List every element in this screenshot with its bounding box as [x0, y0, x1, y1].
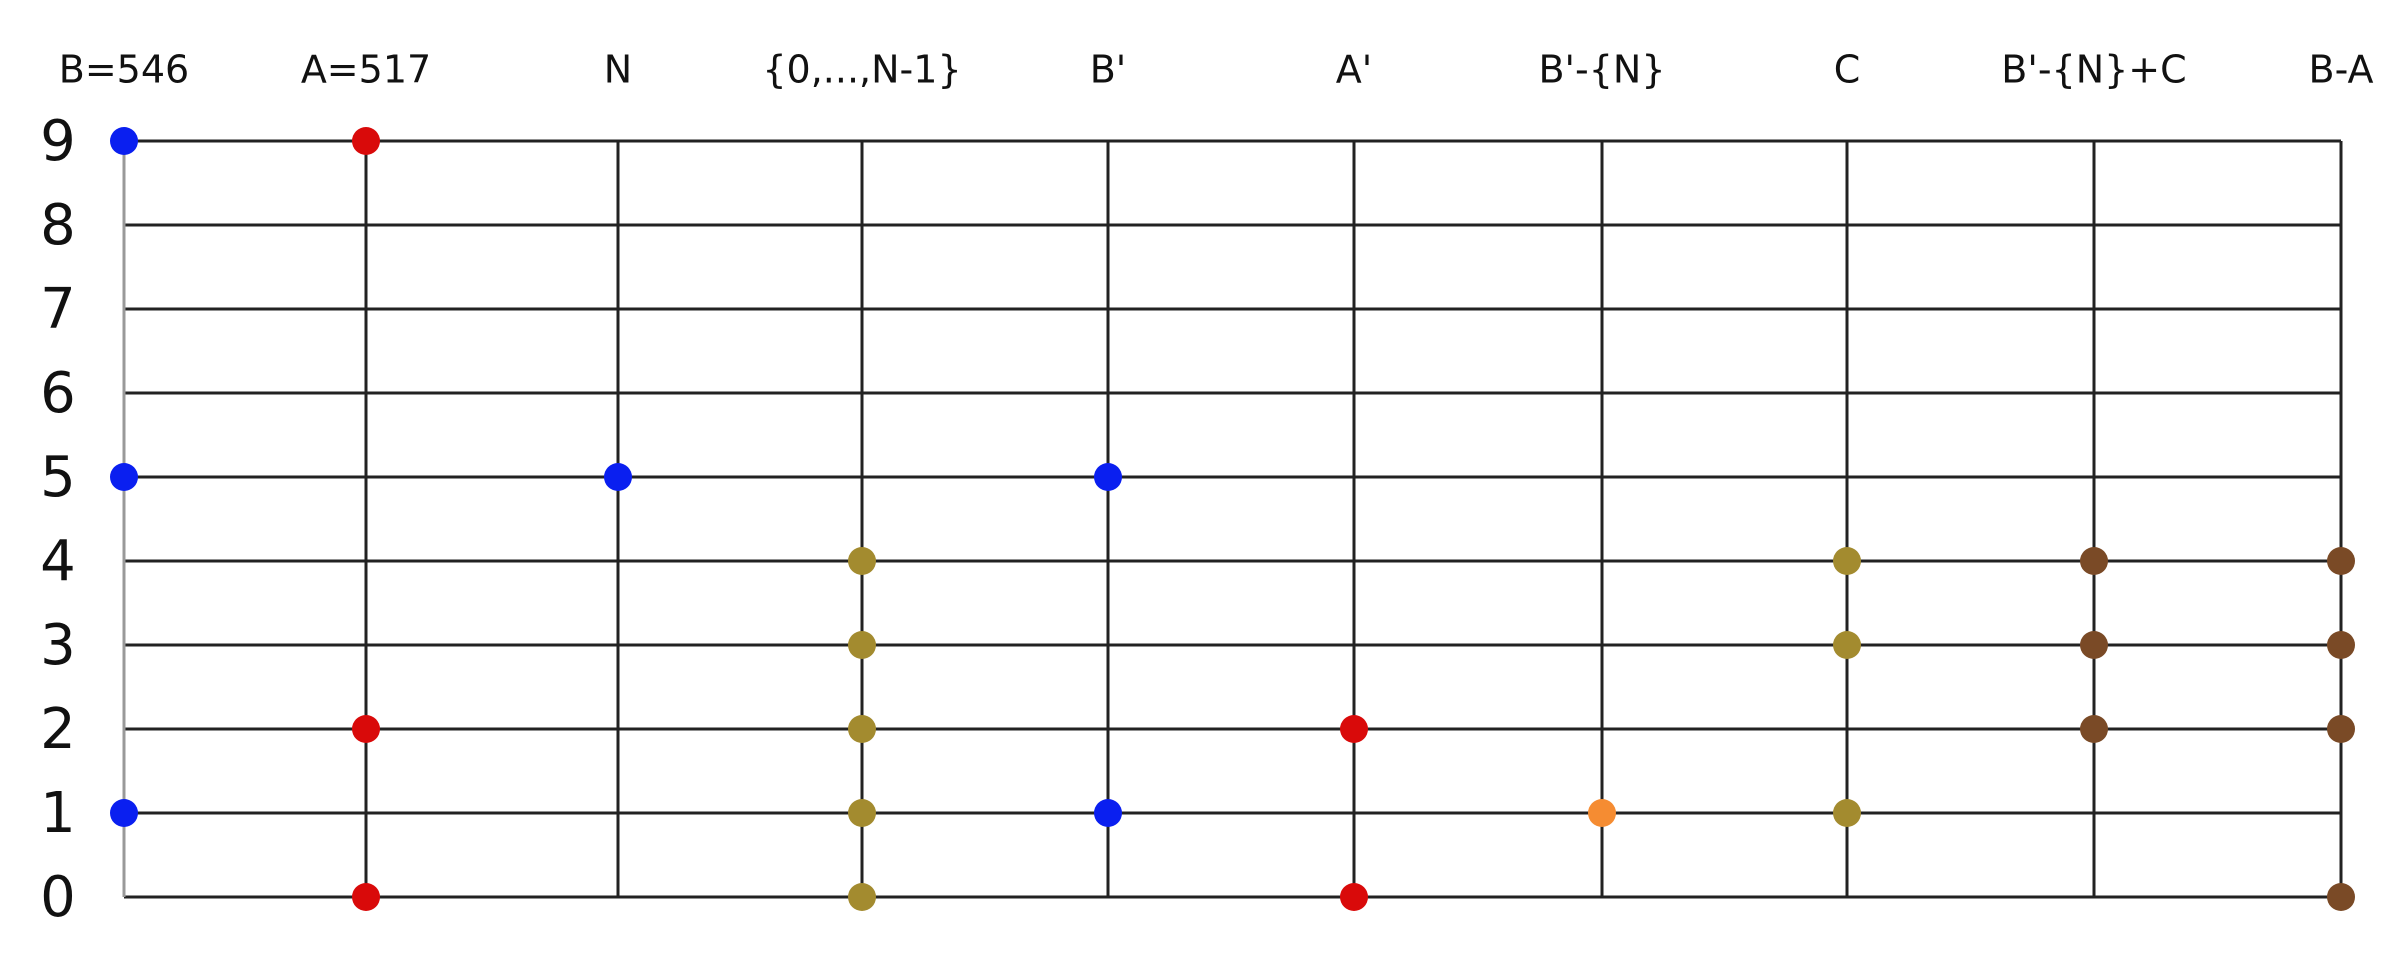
- dot: [2080, 715, 2108, 743]
- dot: [1833, 799, 1861, 827]
- dot: [2327, 715, 2355, 743]
- column-label: A=517: [301, 48, 431, 92]
- dot: [110, 127, 138, 155]
- dot: [2327, 883, 2355, 911]
- dot: [848, 883, 876, 911]
- row-label: 8: [40, 193, 76, 258]
- row-label: 5: [40, 445, 76, 510]
- dot: [110, 799, 138, 827]
- dot: [110, 463, 138, 491]
- dot: [1833, 631, 1861, 659]
- dot: [1588, 799, 1616, 827]
- row-label: 4: [40, 529, 76, 594]
- dot: [2327, 547, 2355, 575]
- dot: [2080, 631, 2108, 659]
- column-label: B-A: [2309, 48, 2374, 92]
- dot: [352, 883, 380, 911]
- dot: [848, 799, 876, 827]
- row-label: 7: [40, 277, 76, 342]
- column-label: C: [1834, 48, 1861, 92]
- dot: [1094, 799, 1122, 827]
- column-label: B'-{N}+C: [2001, 48, 2186, 92]
- column-label: B': [1090, 48, 1127, 92]
- dot: [352, 127, 380, 155]
- dot: [1094, 463, 1122, 491]
- row-label: 1: [40, 781, 76, 846]
- column-label: N: [604, 48, 632, 92]
- dot: [2080, 547, 2108, 575]
- column-label: B=546: [59, 48, 189, 92]
- column-label: A': [1336, 48, 1372, 92]
- column-label: B'-{N}: [1538, 48, 1665, 92]
- dot: [604, 463, 632, 491]
- dot: [1340, 883, 1368, 911]
- dot: [1340, 715, 1368, 743]
- row-label: 6: [40, 361, 76, 426]
- row-label: 9: [40, 109, 76, 174]
- dot: [2327, 631, 2355, 659]
- dot: [848, 631, 876, 659]
- row-label: 3: [40, 613, 76, 678]
- row-label: 2: [40, 697, 76, 762]
- row-label: 0: [40, 865, 76, 930]
- dot: [1833, 547, 1861, 575]
- dot: [848, 547, 876, 575]
- column-label: {0,...,N-1}: [762, 48, 961, 92]
- dot: [848, 715, 876, 743]
- dot: [352, 715, 380, 743]
